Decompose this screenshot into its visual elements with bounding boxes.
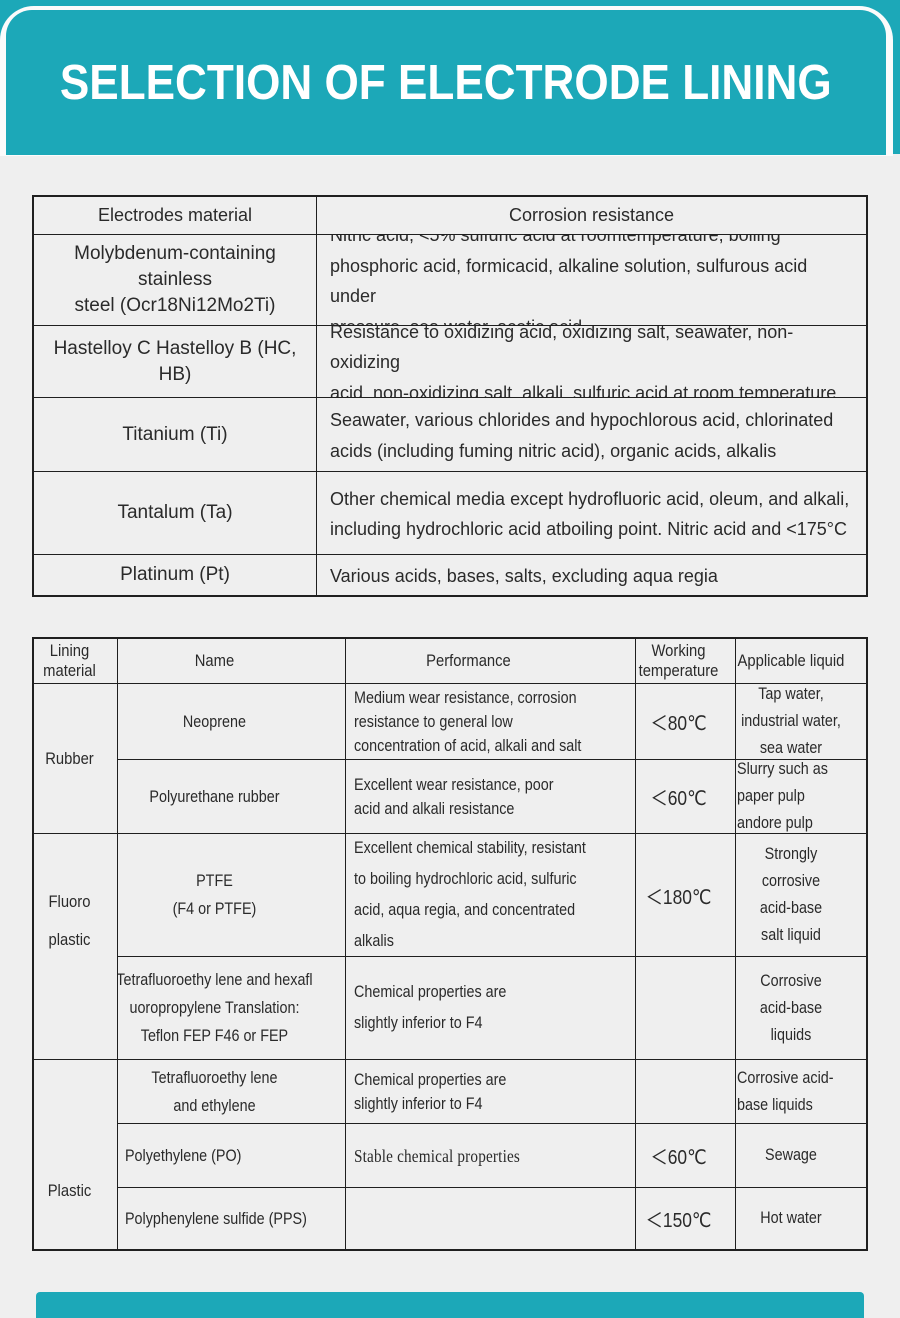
column-header-performance: Performance xyxy=(346,639,636,684)
table-cell-name: Polyurethane rubber xyxy=(118,760,346,834)
table-cell-liquid: Slurry such as paper pulp andore pulp xyxy=(736,760,866,834)
electrodes-table: Electrodes material Corrosion resistance… xyxy=(32,195,868,597)
table-cell-temperature xyxy=(636,957,736,1060)
table-cell-resistance: Nitric acid, <5% sulfuric acid at roomte… xyxy=(317,235,866,326)
group-label-fluoro-plastic: Fluoro plastic xyxy=(34,834,118,1060)
table-cell-temperature: ＜60℃ xyxy=(636,1124,736,1188)
table-cell-name: Polyphenylene sulfide (PPS) xyxy=(118,1188,346,1249)
group-label-plastic: Plastic xyxy=(34,1060,118,1249)
table-cell-liquid: Hot water xyxy=(760,1209,823,1227)
table-cell-material: Hastelloy C Hastelloy B (HC, HB) xyxy=(34,326,317,398)
table-cell-performance: Excellent chemical stability, resistant … xyxy=(346,834,636,957)
footer-accent-bar xyxy=(36,1292,864,1318)
table-cell-resistance: Various acids, bases, salts, excluding a… xyxy=(330,565,718,586)
table-cell-performance: Chemical properties are slightly inferio… xyxy=(346,1060,636,1124)
table-cell-resistance: Other chemical media except hydrofluoric… xyxy=(317,472,866,555)
table-cell-liquid: Corrosive acid- base liquids xyxy=(736,1060,866,1124)
column-header-lining-material: Lining material xyxy=(34,639,118,684)
table-cell-liquid: Tap water, industrial water, sea water xyxy=(736,684,866,760)
table-cell-material: Platinum (Pt) xyxy=(34,555,317,595)
table-cell-resistance: Seawater, various chlorides and hypochlo… xyxy=(317,398,866,472)
table-cell-liquid: Sewage xyxy=(736,1124,866,1188)
lining-table: Lining material Name Performance Working… xyxy=(32,637,868,1251)
table-cell-material: Molybdenum-containing stainless steel (O… xyxy=(34,235,317,326)
table-cell-name: Tetrafluoroethy lene and hexafl uoroprop… xyxy=(118,957,346,1060)
table-cell-resistance: Resistance to oxidizing acid, oxidizing … xyxy=(317,326,866,398)
table-cell-name: Polyethylene (PO) xyxy=(118,1124,346,1188)
group-label-rubber: Rubber xyxy=(34,684,118,834)
table-cell-material: Tantalum (Ta) xyxy=(34,472,317,555)
column-header-name: Name xyxy=(118,639,346,684)
table-cell-temperature: ＜180℃ xyxy=(636,834,736,957)
table-cell-name: Neoprene xyxy=(118,684,346,760)
table-cell-name: PTFE (F4 or PTFE) xyxy=(118,834,346,957)
column-header-electrodes-material: Electrodes material xyxy=(34,197,317,235)
table-cell-name: Tetrafluoroethy lene and ethylene xyxy=(118,1060,346,1124)
column-header-corrosion-resistance: Corrosion resistance xyxy=(317,197,866,235)
table-cell-performance: Stable chemical properties xyxy=(346,1124,636,1188)
table-cell-temperature xyxy=(636,1060,736,1124)
hero-banner: SELECTION OF ELECTRODE LINING xyxy=(6,10,886,155)
page-title: SELECTION OF ELECTRODE LINING xyxy=(60,55,832,110)
table-cell-liquid: Corrosive acid-base liquids xyxy=(736,957,866,1060)
table-cell-performance: Chemical properties are slightly inferio… xyxy=(346,957,636,1060)
table-cell-liquid: Strongly corrosive acid-base salt liquid xyxy=(736,834,866,957)
column-header-applicable-liquid: Applicable liquid xyxy=(736,639,866,684)
table-cell-temperature: ＜60℃ xyxy=(636,760,736,834)
table-cell-temperature: ＜80℃ xyxy=(636,684,736,760)
table-cell-performance xyxy=(346,1188,636,1249)
table-cell-performance: Excellent wear resistance, poor acid and… xyxy=(346,760,636,834)
column-header-working-temperature: Working temperature xyxy=(636,639,736,684)
table-cell-temperature: ＜150℃ xyxy=(636,1188,736,1249)
table-cell-performance: Medium wear resistance, corrosion resist… xyxy=(346,684,636,760)
table-cell-material: Titanium (Ti) xyxy=(34,398,317,472)
